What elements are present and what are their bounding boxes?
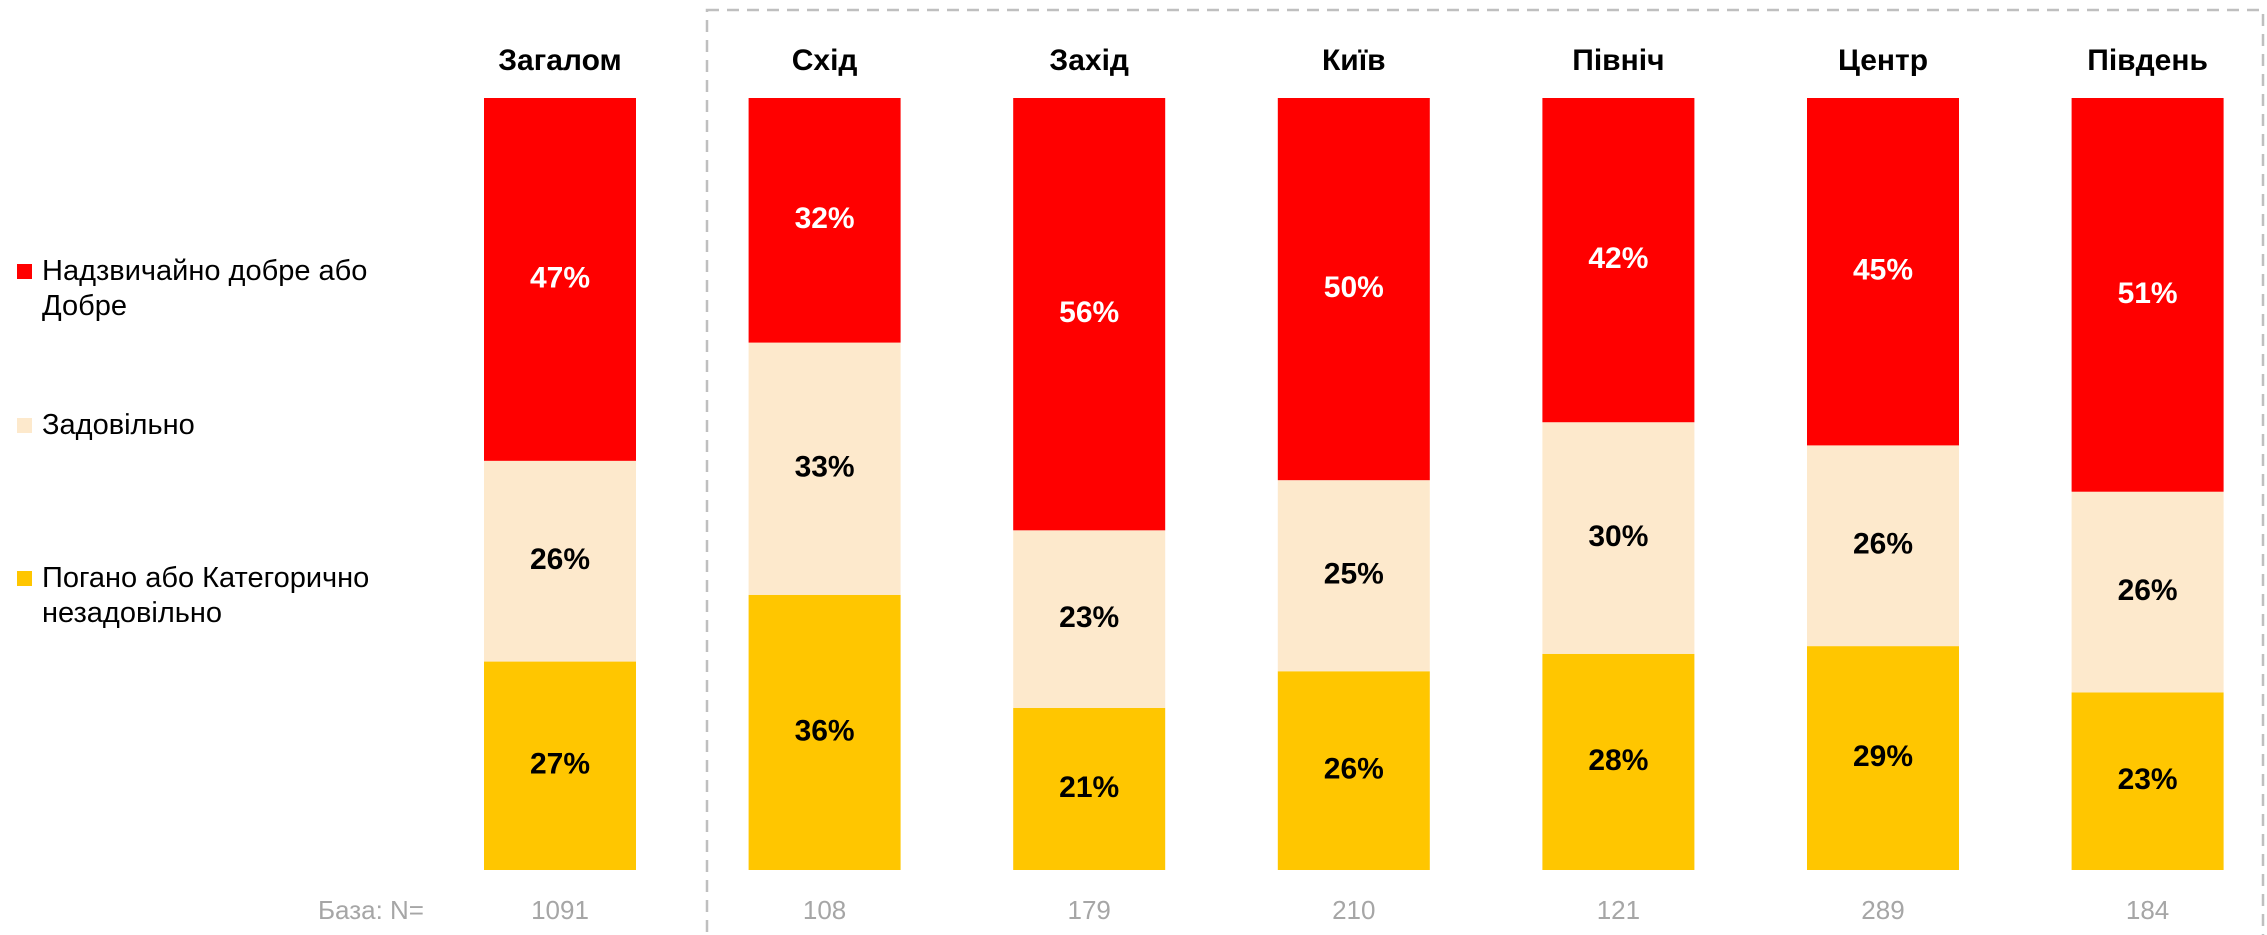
bar-segment: [1807, 445, 1959, 647]
bar-segment: [1013, 707, 1166, 870]
bar-segment: [748, 342, 901, 595]
bar-segment: [2071, 491, 2224, 693]
value-label: 36%: [795, 714, 855, 747]
bar-segment: [2071, 98, 2224, 492]
value-label: 25%: [1324, 558, 1384, 591]
value-label: 51%: [2118, 277, 2178, 310]
value-label: 29%: [1853, 740, 1913, 773]
value-label: 50%: [1324, 271, 1384, 304]
bar-segment: [484, 460, 636, 662]
value-label: 47%: [530, 261, 590, 294]
value-label: 27%: [530, 748, 590, 781]
bar-segment: [2071, 692, 2224, 870]
bar-segment: [1277, 671, 1430, 870]
category-label: Південь: [2087, 44, 2208, 77]
legend-label: Надзвичайно добре або Добре: [42, 255, 368, 322]
legend-swatch: [17, 264, 32, 279]
value-label: 28%: [1588, 744, 1648, 777]
bar-segment: [1542, 422, 1695, 654]
bar-segment: [484, 661, 636, 870]
base-label: База: N=: [318, 895, 424, 925]
category-label: Київ: [1322, 44, 1386, 77]
legend-item: Надзвичайно добре або Добре: [17, 254, 417, 324]
value-label: 45%: [1853, 254, 1913, 287]
bar-segment: [1807, 646, 1959, 870]
category-label: Захід: [1049, 44, 1129, 77]
value-label: 42%: [1588, 242, 1648, 275]
bar-segment: [1013, 530, 1166, 708]
value-label: 23%: [1059, 601, 1119, 634]
base-value: 289: [1861, 895, 1904, 925]
value-label: 23%: [2118, 763, 2178, 796]
bar-segment: [748, 594, 901, 870]
bar-segment: [484, 98, 636, 461]
value-label: 30%: [1588, 520, 1648, 553]
value-label: 32%: [795, 202, 855, 235]
region-frame: [705, 8, 2265, 935]
bar-segment: [1807, 98, 1959, 446]
bar-segment: [1542, 98, 1695, 423]
legend-label: Задовільно: [42, 409, 195, 441]
category-label: Північ: [1572, 44, 1664, 77]
base-value: 184: [2126, 895, 2169, 925]
base-value: 121: [1597, 895, 1640, 925]
base-value: 1091: [531, 895, 589, 925]
base-value: 108: [803, 895, 846, 925]
value-label: 33%: [795, 451, 855, 484]
base-value: 210: [1332, 895, 1375, 925]
value-label: 26%: [2118, 574, 2178, 607]
value-label: 56%: [1059, 296, 1119, 329]
category-label: Схід: [792, 44, 858, 77]
value-label: 26%: [1853, 528, 1913, 561]
value-label: 26%: [530, 543, 590, 576]
category-label: Загалом: [498, 44, 621, 77]
category-label: Центр: [1838, 44, 1928, 77]
base-value: 179: [1068, 895, 1111, 925]
bar-segment: [1013, 98, 1166, 531]
legend-swatch: [17, 571, 32, 586]
bar-segment: [1277, 480, 1430, 672]
value-label: 21%: [1059, 771, 1119, 804]
legend-label: Погано або Категорично незадовільно: [42, 562, 370, 629]
bar-segment: [748, 98, 901, 343]
legend-swatch: [17, 418, 32, 433]
bar-segment: [1542, 653, 1695, 870]
bar-segment: [1277, 98, 1430, 481]
legend-item: Погано або Категорично незадовільно: [17, 561, 417, 631]
legend-item: Задовільно: [17, 408, 417, 443]
value-label: 26%: [1324, 753, 1384, 786]
